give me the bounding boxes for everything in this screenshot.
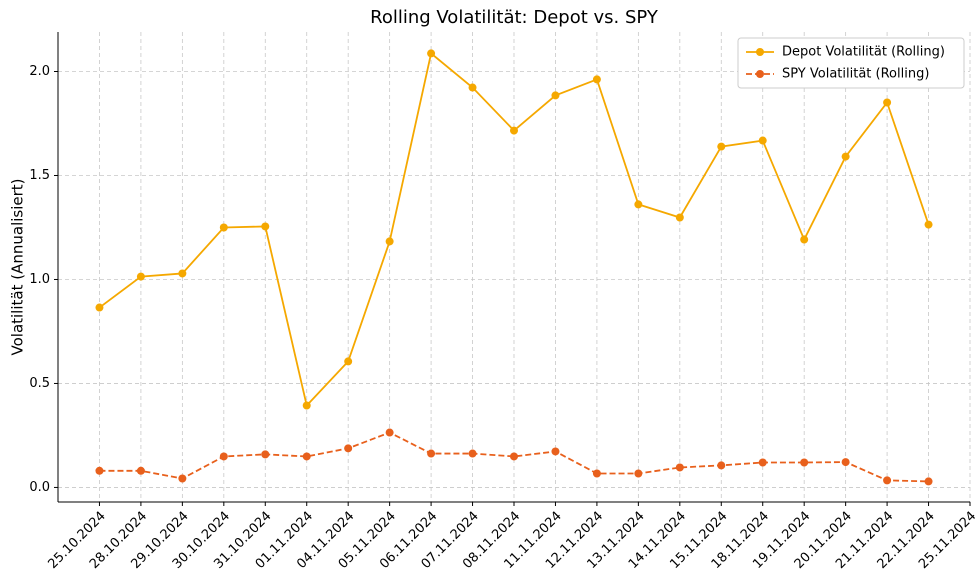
point [800, 458, 809, 467]
point [219, 452, 228, 461]
point [468, 449, 477, 458]
y-tick-label: 0.5 [29, 376, 50, 391]
point [136, 466, 145, 475]
point [219, 223, 228, 232]
point [468, 83, 477, 92]
y-axis-label: Volatilität (Annualisiert) [9, 178, 27, 355]
y-tick-label: 1.0 [29, 272, 50, 287]
point [592, 75, 601, 84]
y-tick-label: 1.5 [29, 168, 50, 183]
point [261, 450, 270, 459]
point [385, 428, 394, 437]
chart-title: Rolling Volatilität: Depot vs. SPY [370, 7, 659, 28]
point [758, 136, 767, 145]
point [344, 357, 353, 366]
point [675, 463, 684, 472]
legend-marker [756, 70, 764, 78]
legend-label: SPY Volatilität (Rolling) [782, 67, 929, 82]
point [427, 49, 436, 58]
point [634, 469, 643, 478]
point [95, 466, 104, 475]
point [551, 91, 560, 100]
point [841, 152, 850, 161]
series-line [99, 431, 929, 483]
point [717, 142, 726, 151]
point [924, 477, 933, 486]
y-tick-label: 2.0 [29, 64, 50, 79]
point [551, 447, 560, 456]
point [261, 222, 270, 231]
point [302, 452, 311, 461]
point [178, 269, 187, 278]
point [675, 213, 684, 222]
point [510, 452, 518, 461]
legend-label: Depot Volatilität (Rolling) [782, 45, 945, 60]
point [344, 444, 353, 453]
legend: Depot Volatilität (Rolling) SPY Volatilit… [737, 37, 965, 89]
point [924, 220, 933, 229]
point [634, 200, 643, 209]
point [717, 461, 726, 470]
point [95, 303, 104, 312]
legend-box [737, 37, 965, 89]
point [510, 126, 518, 135]
point [136, 272, 145, 281]
y-tick-label: 0.0 [29, 480, 50, 495]
point [841, 458, 850, 467]
point [758, 458, 767, 467]
point [883, 476, 892, 485]
point [883, 98, 892, 107]
point [302, 401, 311, 410]
point [800, 235, 809, 244]
point [592, 469, 601, 478]
point [427, 449, 436, 458]
legend-marker [756, 48, 764, 56]
point [385, 237, 394, 246]
point [178, 474, 187, 483]
